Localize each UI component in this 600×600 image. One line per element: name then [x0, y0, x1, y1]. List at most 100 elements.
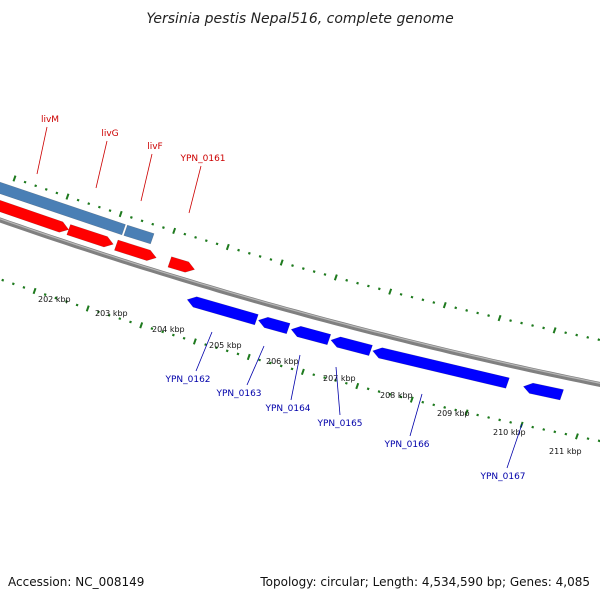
inner-tick	[344, 381, 348, 385]
backbone-highlight	[0, 218, 600, 384]
outer-tick	[204, 239, 208, 243]
leader-line-YPN_0162	[195, 331, 213, 372]
outer-tick	[247, 251, 251, 255]
inner-tick	[268, 361, 272, 365]
inner-tick	[161, 330, 165, 334]
operon-block-1	[0, 181, 126, 236]
gene-livF-arrow	[114, 239, 157, 261]
gene-label-YPN_0163: YPN_0163	[215, 389, 261, 399]
outer-tick	[388, 288, 393, 295]
outer-tick	[279, 259, 284, 266]
gene-label-livM: livM	[41, 115, 59, 125]
outer-tick	[140, 219, 144, 223]
inner-tick	[65, 300, 68, 303]
gene-YPN_0165-arrow	[330, 336, 373, 356]
inner-tick	[204, 343, 208, 347]
outer-tick	[87, 202, 91, 206]
inner-tick	[586, 437, 590, 441]
outer-tick	[454, 306, 458, 310]
outer-tick	[597, 338, 600, 342]
inner-tick	[1, 278, 5, 282]
outer-tick	[108, 209, 112, 213]
outer-tick	[12, 175, 17, 182]
outer-tick	[520, 321, 523, 325]
outer-tick	[65, 193, 70, 200]
outer-tick	[367, 284, 370, 288]
inner-tick	[574, 433, 579, 440]
outer-tick	[356, 281, 359, 285]
outer-tick	[162, 226, 165, 229]
outer-tick	[575, 333, 579, 337]
inner-tick	[182, 336, 186, 340]
outer-tick-ring	[12, 175, 600, 342]
inner-tick	[300, 368, 305, 375]
inner-tick	[334, 379, 337, 382]
scale-label: 208 kbp	[380, 391, 413, 400]
outer-tick	[497, 314, 502, 322]
inner-tick	[32, 287, 37, 295]
leader-line-YPN_0163	[246, 345, 265, 386]
inner-tick	[139, 322, 144, 329]
leader-line-livG	[95, 140, 108, 189]
inner-tick	[118, 317, 122, 321]
outer-tick	[151, 222, 155, 226]
inner-tick	[54, 296, 58, 300]
inner-tick	[171, 333, 175, 337]
outer-tick	[323, 273, 327, 276]
outer-tick	[542, 326, 545, 330]
scale-label: 210 kbp	[493, 428, 526, 437]
gene-YPN_0166-arrow	[372, 347, 510, 389]
inner-tick	[312, 373, 316, 377]
scale-label: 209 kbp	[437, 409, 470, 418]
leader-line-YPN_0164	[290, 354, 301, 401]
map-title: Yersinia pestis Nepal516, complete genom…	[146, 11, 453, 27]
backbone-arc	[0, 217, 600, 387]
scale-labels: 202 kbp 203 kbp 204 kbp 205 kbp 206 kbp 207 k…	[38, 295, 582, 456]
inner-tick	[258, 358, 261, 362]
inner-tick	[355, 382, 360, 390]
inner-tick	[279, 364, 283, 368]
outer-tick	[333, 274, 338, 281]
leader-line-livF	[140, 153, 153, 202]
gene-label-YPN_0164: YPN_0164	[264, 404, 310, 414]
outer-tick	[291, 264, 294, 267]
inner-tick	[531, 425, 535, 429]
inner-tick	[454, 408, 458, 412]
outer-tick	[421, 298, 425, 302]
scale-label: 203 kbp	[95, 309, 128, 318]
leader-line-YPN_0165	[335, 366, 341, 416]
outer-tick	[225, 243, 230, 251]
leader-line-livM	[36, 126, 48, 175]
inner-tick	[290, 367, 294, 371]
inner-tick	[432, 403, 436, 407]
outer-tick	[399, 292, 403, 296]
scale-label: 204 kbp	[152, 325, 185, 334]
outer-tick	[55, 191, 59, 195]
outer-tick	[118, 210, 123, 218]
inner-tick	[487, 416, 491, 419]
outer-tick	[44, 188, 48, 191]
gene-YPN_0167-arrow	[522, 382, 564, 401]
genome-summary-text: Topology: circular; Length: 4,534,590 bp…	[259, 575, 590, 589]
outer-tick	[172, 227, 177, 235]
scale-label: 206 kbp	[266, 357, 299, 366]
inner-tick	[509, 420, 513, 424]
gene-label-YPN_0167: YPN_0167	[479, 472, 525, 482]
outer-tick	[377, 287, 381, 291]
outer-tick	[194, 236, 197, 239]
inner-tick	[597, 439, 600, 443]
gene-label-livF: livF	[147, 142, 163, 152]
outer-tick	[183, 232, 187, 236]
inner-tick	[236, 352, 240, 356]
inner-tick	[246, 353, 251, 361]
inner-tick	[421, 400, 425, 404]
inner-tick	[225, 349, 229, 353]
inner-tick	[377, 390, 381, 393]
outer-tick	[586, 335, 590, 339]
outer-tick	[23, 180, 27, 184]
outer-tick	[97, 205, 101, 209]
scale-label: 205 kbp	[209, 341, 242, 350]
operon-block-2	[123, 224, 155, 245]
inner-tick	[399, 395, 403, 399]
